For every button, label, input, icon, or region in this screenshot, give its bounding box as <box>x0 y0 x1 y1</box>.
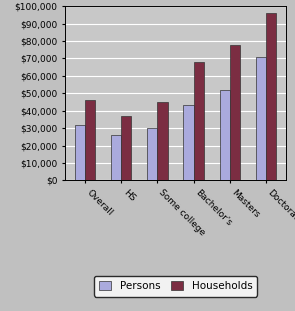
Bar <box>147 128 158 180</box>
Bar <box>230 44 240 180</box>
Bar <box>75 125 85 180</box>
Bar <box>220 90 230 180</box>
Bar <box>183 105 194 180</box>
Bar <box>266 13 276 180</box>
Legend: Persons, Households: Persons, Households <box>94 276 258 297</box>
Bar <box>85 100 95 180</box>
Bar <box>121 116 131 180</box>
Bar <box>158 102 168 180</box>
Bar <box>256 57 266 180</box>
Bar <box>111 135 121 180</box>
Bar <box>194 62 204 180</box>
